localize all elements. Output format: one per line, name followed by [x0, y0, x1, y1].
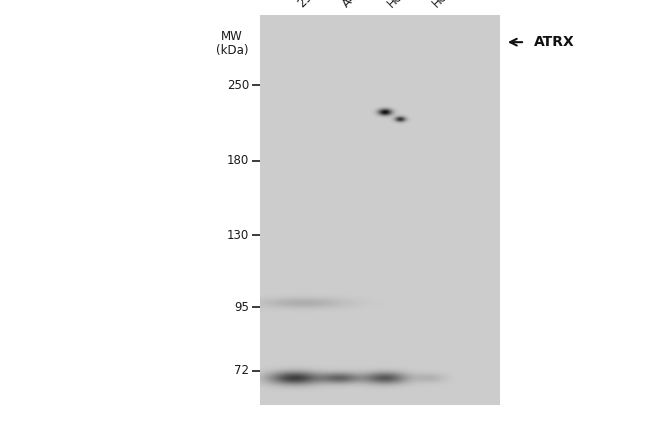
Text: 293T: 293T [295, 0, 325, 10]
Text: 250: 250 [227, 79, 249, 92]
Text: A431: A431 [340, 0, 370, 10]
Text: 95: 95 [234, 301, 249, 314]
Text: ATRX: ATRX [534, 35, 575, 49]
Text: HeLa: HeLa [385, 0, 415, 10]
Text: HepG2: HepG2 [430, 0, 467, 10]
Text: 180: 180 [227, 154, 249, 167]
Text: MW: MW [221, 30, 243, 43]
Text: (kDa): (kDa) [216, 44, 248, 57]
Text: 72: 72 [234, 364, 249, 377]
Text: 130: 130 [227, 229, 249, 242]
